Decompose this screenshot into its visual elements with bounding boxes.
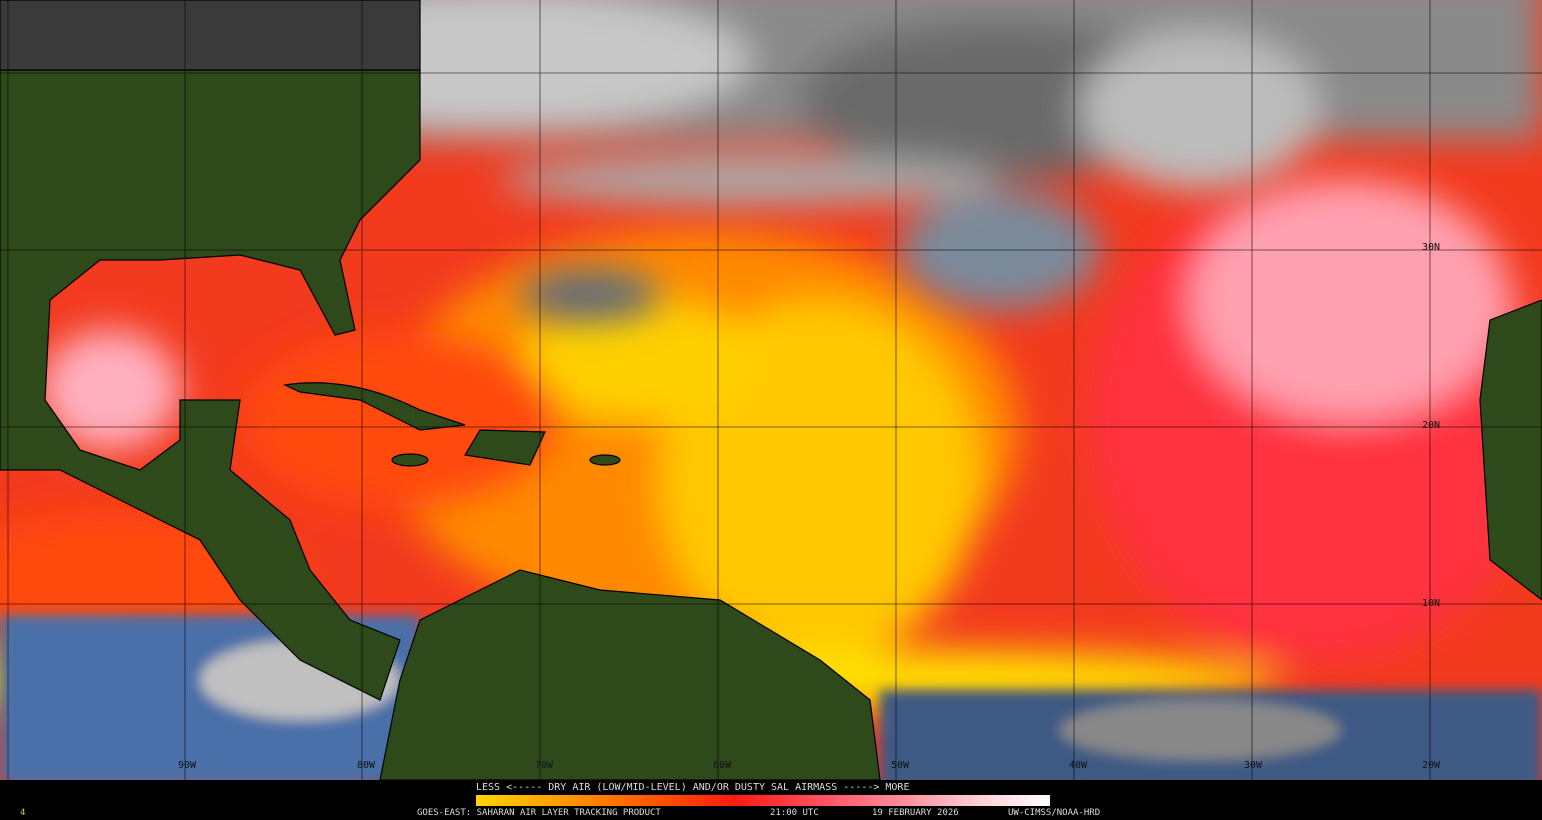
lon-label: 90W [178,760,197,771]
lat-label: 10N [1422,598,1441,609]
lon-label: 20W [1422,760,1441,771]
legend-scale-text: LESS <----- DRY AIR (LOW/MID-LEVEL) AND/… [476,782,910,793]
lon-label: 80W [357,760,376,771]
product-name: GOES-EAST: SAHARAN AIR LAYER TRACKING PR… [417,808,661,818]
lat-label: 30N [1422,242,1441,253]
lon-label: 70W [535,760,554,771]
lon-label: 50W [891,760,910,771]
graticule [0,0,1542,780]
corner-mark: 4 [20,808,26,818]
lon-label: 30W [1244,760,1263,771]
lon-label: 60W [713,760,732,771]
map-imagery [0,0,1542,780]
lon-label: 40W [1069,760,1088,771]
lat-label: 20N [1422,420,1441,431]
time-stamp: 21:00 UTC [770,808,819,818]
credit: UW-CIMSS/NOAA-HRD [1008,808,1101,818]
satellite-map[interactable]: 90W 80W 70W 60W 50W 40W 30W 20W 30N 20N … [0,0,1542,780]
date-stamp: 19 FEBRUARY 2026 [872,808,959,818]
land [0,0,1542,780]
color-scale-bar [476,795,1050,806]
